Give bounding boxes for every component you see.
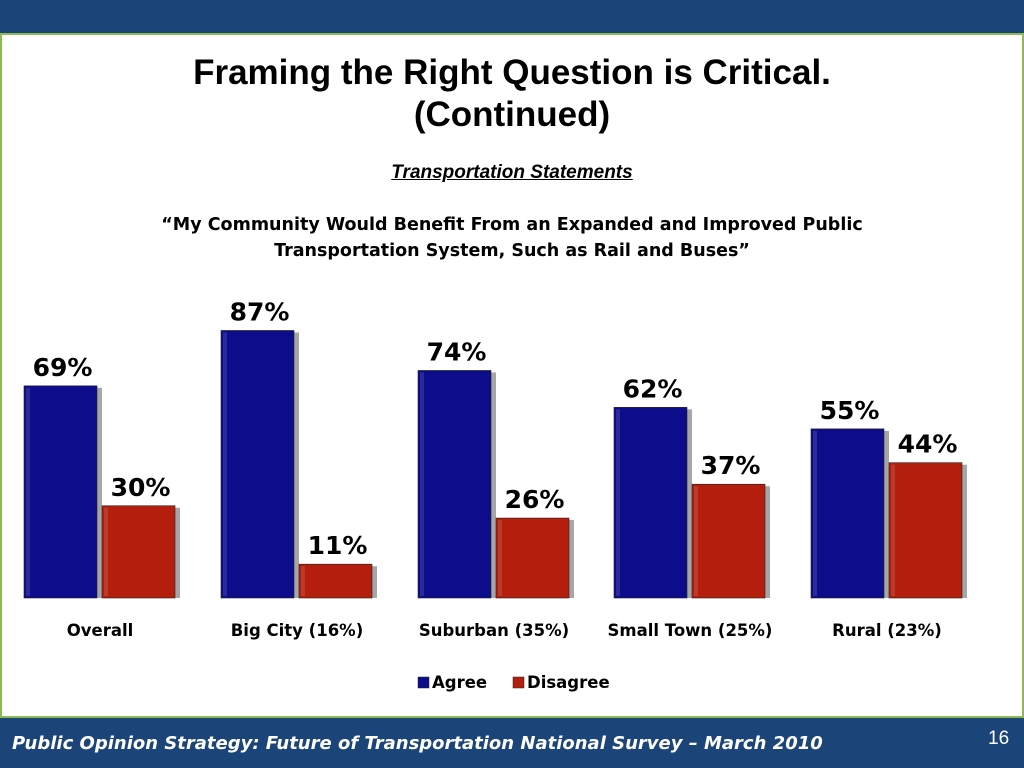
agree-value-label-1: 69% (33, 353, 93, 382)
disagree-bar-2 (298, 563, 373, 599)
page-number: 16 (988, 728, 1010, 749)
question-line-1: “My Community Would Benefit From an Expa… (161, 215, 863, 235)
survey-question: “My Community Would Benefit From an Expa… (80, 212, 944, 264)
disagree-bar-5 (888, 462, 963, 599)
footer-text: Public Opinion Strategy: Future of Trans… (12, 733, 823, 754)
agree-bar-2 (220, 330, 295, 599)
title-line-1: Framing the Right Question is Critical. (193, 53, 831, 92)
agree-bar-1 (23, 385, 98, 599)
agree-value-label-4: 62% (623, 374, 683, 403)
disagree-bar-4 (691, 483, 766, 599)
agree-value-label-5: 55% (820, 396, 880, 425)
disagree-value-label-2: 11% (308, 531, 368, 560)
slide-frame (0, 33, 1024, 718)
bar-highlight (420, 372, 424, 596)
category-label-3: Suburban (35%) (419, 621, 569, 640)
legend-label-disagree: Disagree (527, 673, 610, 692)
title-line-2: (Continued) (413, 95, 611, 134)
bar-highlight (891, 464, 895, 596)
bar-highlight (498, 520, 502, 596)
disagree-bar-1 (101, 505, 176, 599)
bar-chart: 69% 30% Overall 87% 11% Big City (16%) 74% 26% S… (23, 297, 967, 692)
slide-subtitle: Transportation Statements (391, 162, 633, 183)
slide-title: Framing the Right Question is Critical. … (0, 52, 1024, 136)
agree-bar-5 (810, 428, 885, 599)
question-line-2: Transportation System, Such as Rail and … (274, 241, 750, 261)
bar-highlight (104, 507, 108, 596)
category-label-5: Rural (23%) (832, 621, 942, 640)
bar-highlight (223, 332, 227, 596)
category-label-4: Small Town (25%) (608, 621, 773, 640)
agree-value-label-3: 74% (427, 337, 487, 366)
legend-swatch-disagree (512, 676, 525, 689)
category-label-2: Big City (16%) (231, 621, 364, 640)
bar-highlight (301, 566, 305, 596)
legend-label-agree: Agree (432, 673, 487, 692)
agree-bar-3 (417, 370, 492, 599)
disagree-value-label-5: 44% (898, 430, 958, 459)
footer-bar (0, 718, 1024, 768)
disagree-value-label-1: 30% (111, 473, 171, 502)
bar-highlight (813, 430, 817, 596)
disagree-value-label-3: 26% (505, 485, 565, 514)
top-bar (0, 0, 1024, 33)
legend-swatch-agree (417, 676, 430, 689)
agree-bar-4 (613, 407, 688, 599)
bar-highlight (26, 387, 30, 596)
category-label-1: Overall (67, 621, 134, 640)
bar-highlight (616, 409, 620, 596)
disagree-value-label-4: 37% (701, 451, 761, 480)
bar-highlight (694, 486, 698, 596)
disagree-bar-3 (495, 517, 570, 599)
agree-value-label-2: 87% (230, 297, 290, 326)
